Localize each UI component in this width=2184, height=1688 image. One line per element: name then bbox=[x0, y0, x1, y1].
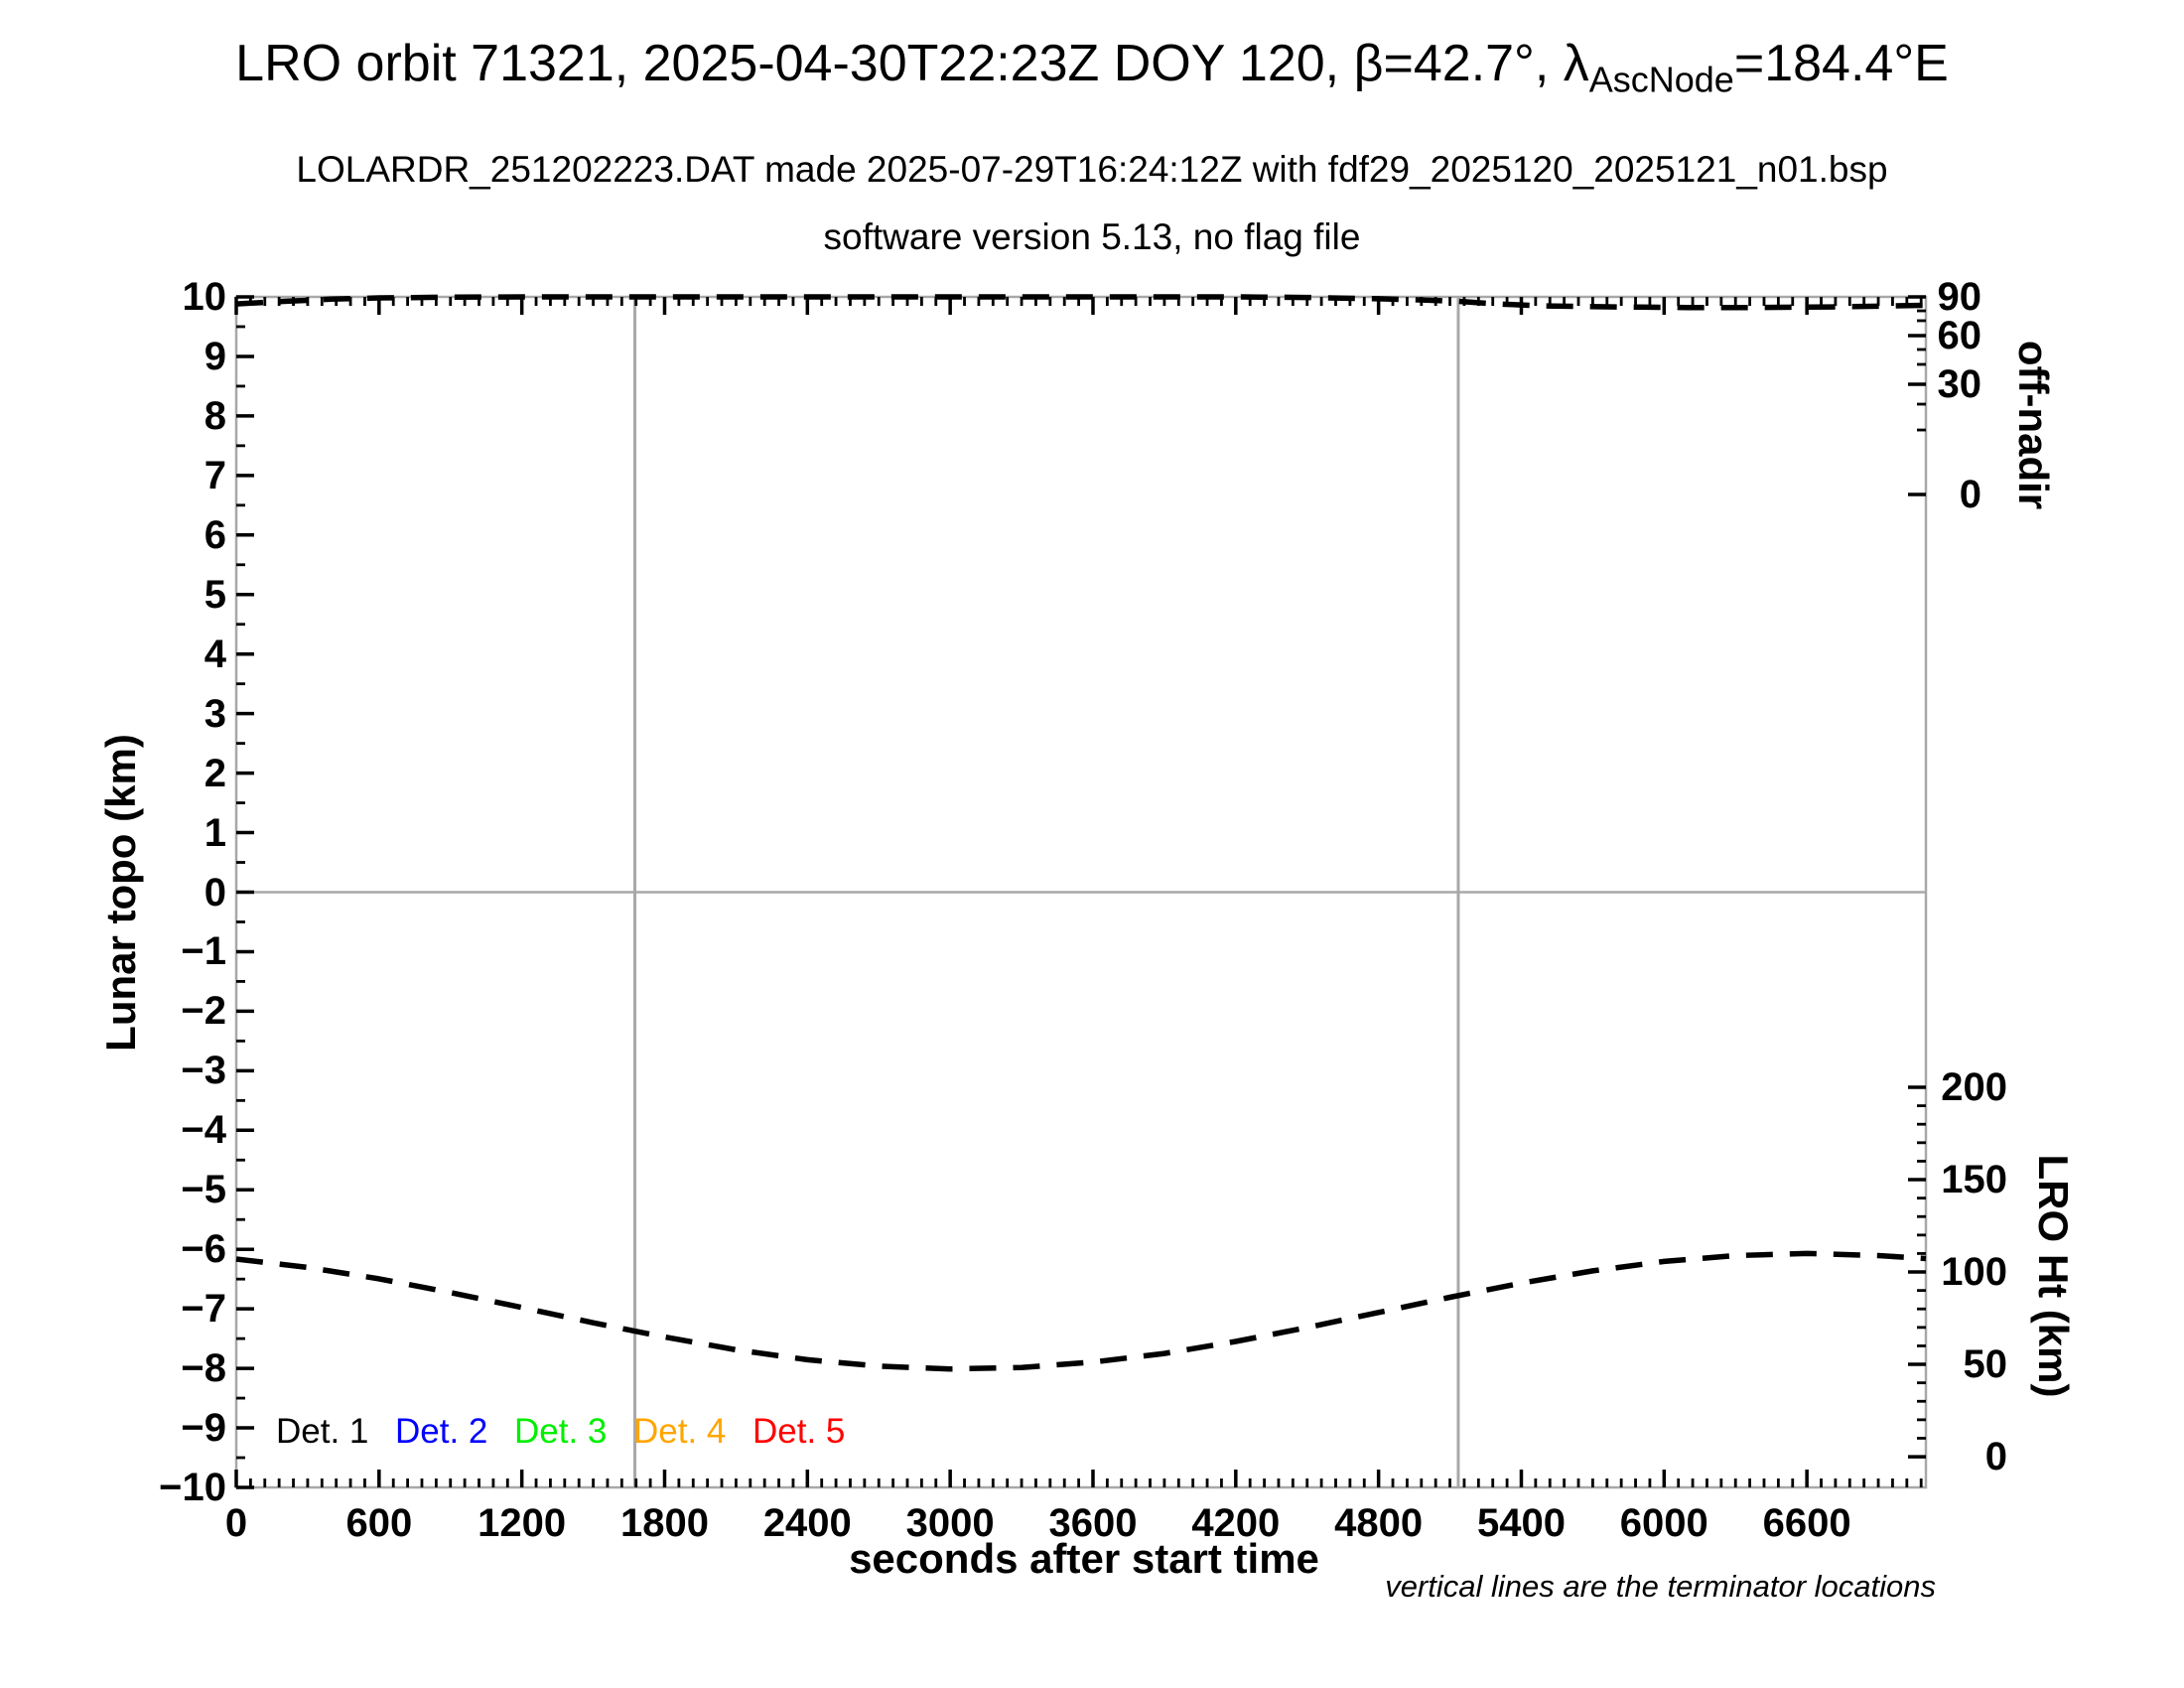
x-tick-label: 3600 bbox=[1048, 1501, 1138, 1545]
x-tick-label: 1200 bbox=[478, 1501, 567, 1545]
legend-item-det-1: Det. 1 bbox=[276, 1412, 369, 1451]
topo-tick-label: 7 bbox=[204, 453, 226, 497]
topo-tick-label: −1 bbox=[181, 929, 226, 974]
lro-height-curve bbox=[235, 1250, 1927, 1372]
topo-tick-label: −4 bbox=[181, 1108, 226, 1153]
topo-tick-label: 3 bbox=[204, 691, 226, 736]
x-tick-label: 0 bbox=[224, 1501, 248, 1545]
ht-tick-label: 0 bbox=[1984, 1435, 2007, 1479]
legend-item-det-5: Det. 5 bbox=[752, 1412, 846, 1451]
topo-tick-label: −8 bbox=[181, 1346, 226, 1391]
ht-tick-label: 50 bbox=[1963, 1342, 2008, 1387]
plot-title-subscript: AscNode bbox=[1588, 59, 1734, 100]
legend-item-det-4: Det. 4 bbox=[633, 1412, 727, 1451]
x-tick-label: 2400 bbox=[762, 1501, 852, 1545]
topo-tick-label: 10 bbox=[182, 275, 227, 319]
offnadir-tick-label: 90 bbox=[1937, 275, 1982, 319]
topo-tick-label: −9 bbox=[181, 1406, 226, 1451]
x-axis-title: seconds after start time bbox=[849, 1535, 1319, 1582]
topo-tick-label: −3 bbox=[181, 1049, 226, 1093]
topo-tick-label: 5 bbox=[204, 572, 226, 617]
x-tick-label: 6000 bbox=[1619, 1501, 1708, 1545]
ht-tick-label: 100 bbox=[1941, 1250, 2007, 1295]
x-tick-label: 1800 bbox=[619, 1501, 709, 1545]
topo-tick-label: 2 bbox=[204, 751, 226, 795]
topo-tick-label: −10 bbox=[159, 1466, 226, 1509]
topo-tick-label: 4 bbox=[204, 632, 226, 676]
legend-item-det-2: Det. 2 bbox=[395, 1412, 488, 1451]
right-top-axis-title: off-nadir bbox=[2010, 340, 2057, 510]
x-tick-label: 4800 bbox=[1334, 1501, 1424, 1545]
plot-subtitle: LOLARDR_251202223.DAT made 2025-07-29T16… bbox=[296, 149, 1888, 190]
topo-tick-label: −7 bbox=[181, 1287, 226, 1332]
plot-title-prefix: LRO orbit 71321, 2025-04-30T22:23Z DOY 1… bbox=[235, 35, 1589, 92]
x-tick-label: 6600 bbox=[1762, 1501, 1851, 1545]
legend-item-det-3: Det. 3 bbox=[514, 1412, 608, 1451]
ht-tick-label: 200 bbox=[1941, 1065, 2007, 1110]
x-tick-label: 600 bbox=[345, 1501, 413, 1545]
offnadir-tick-label: 0 bbox=[1959, 473, 1981, 517]
plot-title-suffix: =184.4°E bbox=[1733, 35, 1949, 92]
left-axis-title: Lunar topo (km) bbox=[97, 734, 144, 1052]
off-nadir-curve bbox=[235, 294, 1927, 311]
topo-tick-label: −2 bbox=[181, 989, 226, 1034]
plot-title: LRO orbit 71321, 2025-04-30T22:23Z DOY 1… bbox=[0, 34, 2184, 100]
x-tick-label: 4200 bbox=[1191, 1501, 1281, 1545]
topo-tick-label: 6 bbox=[204, 512, 226, 557]
offnadir-tick-label: 60 bbox=[1937, 313, 1982, 357]
topo-tick-label: 9 bbox=[204, 334, 226, 378]
x-tick-label: 5400 bbox=[1476, 1501, 1566, 1545]
topo-tick-label: 0 bbox=[204, 870, 226, 914]
ht-tick-label: 150 bbox=[1941, 1158, 2007, 1202]
topo-tick-label: 8 bbox=[204, 393, 226, 438]
topo-tick-label: −6 bbox=[181, 1227, 226, 1272]
software-version-line: software version 5.13, no flag file bbox=[823, 216, 1361, 257]
x-tick-label: 3000 bbox=[905, 1501, 995, 1545]
topo-tick-label: 1 bbox=[204, 810, 226, 855]
offnadir-tick-label: 30 bbox=[1937, 362, 1982, 406]
topo-tick-label: −5 bbox=[181, 1168, 226, 1212]
terminator-footnote: vertical lines are the terminator locati… bbox=[1385, 1569, 1936, 1604]
right-bottom-axis-title: LRO Ht (km) bbox=[2030, 1154, 2077, 1398]
